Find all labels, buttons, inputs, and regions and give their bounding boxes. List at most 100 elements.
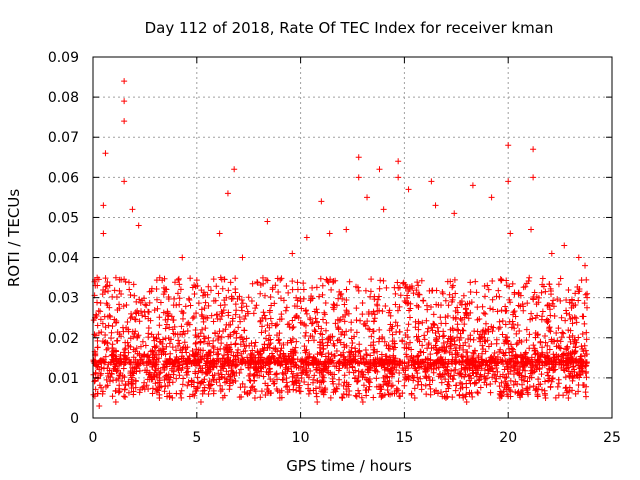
- data-point: [577, 358, 584, 365]
- data-point: [176, 301, 183, 308]
- data-point: [582, 291, 589, 298]
- data-point: [217, 274, 224, 281]
- data-point: [357, 353, 364, 360]
- data-point: [126, 286, 133, 293]
- data-point: [383, 284, 390, 291]
- data-point: [191, 291, 198, 298]
- data-point: [195, 300, 202, 307]
- data-point: [137, 343, 144, 350]
- data-point: [188, 381, 195, 388]
- data-point: [139, 384, 146, 391]
- data-point-outlier: [112, 398, 119, 405]
- data-point: [177, 286, 184, 293]
- data-point: [491, 350, 498, 357]
- data-point: [433, 301, 440, 308]
- data-point: [402, 299, 409, 306]
- data-point: [523, 337, 530, 344]
- data-point: [367, 293, 374, 300]
- data-point: [200, 338, 207, 345]
- data-point: [265, 388, 272, 395]
- data-point: [427, 391, 434, 398]
- data-point: [102, 383, 109, 390]
- data-point: [294, 313, 301, 320]
- data-point: [197, 330, 204, 337]
- data-point: [130, 281, 137, 288]
- data-point: [199, 313, 206, 320]
- data-point: [166, 379, 173, 386]
- data-point: [269, 286, 276, 293]
- data-point: [236, 370, 243, 377]
- data-point: [447, 340, 454, 347]
- data-point: [227, 279, 234, 286]
- data-point: [105, 322, 112, 329]
- data-point: [346, 278, 353, 285]
- data-point: [131, 330, 138, 337]
- data-point: [156, 377, 163, 384]
- data-point: [487, 389, 494, 396]
- data-point: [467, 279, 474, 286]
- data-point: [213, 379, 220, 386]
- data-point: [301, 378, 308, 385]
- data-point: [510, 309, 517, 316]
- data-point-outlier: [251, 394, 258, 401]
- data-point: [205, 334, 212, 341]
- data-point: [397, 292, 404, 299]
- data-point: [313, 357, 320, 364]
- data-point: [345, 391, 352, 398]
- data-point: [125, 342, 132, 349]
- data-point: [184, 321, 191, 328]
- data-point: [228, 293, 235, 300]
- data-point: [94, 390, 101, 397]
- data-point: [542, 339, 549, 346]
- data-point: [180, 344, 187, 351]
- data-point: [453, 382, 460, 389]
- data-point: [485, 286, 492, 293]
- data-point: [166, 390, 173, 397]
- data-point: [311, 372, 318, 379]
- data-point: [119, 378, 126, 385]
- data-point: [343, 328, 350, 335]
- data-point: [256, 372, 263, 379]
- data-point: [102, 353, 109, 360]
- data-point: [392, 290, 399, 297]
- data-point: [274, 387, 281, 394]
- data-point: [339, 295, 346, 302]
- data-point: [321, 358, 328, 365]
- data-point: [242, 347, 249, 354]
- y-axis-label: ROTI / TECUs: [5, 189, 23, 287]
- data-point: [539, 344, 546, 351]
- data-point: [215, 335, 222, 342]
- data-point: [262, 315, 269, 322]
- data-point: [109, 393, 116, 400]
- data-point: [204, 291, 211, 298]
- data-point: [438, 389, 445, 396]
- data-point: [104, 313, 111, 320]
- data-point: [214, 355, 221, 362]
- data-point: [560, 392, 567, 399]
- data-point: [178, 323, 185, 330]
- data-point: [316, 384, 323, 391]
- data-point: [385, 380, 392, 387]
- data-point: [283, 283, 290, 290]
- data-point: [118, 290, 125, 297]
- data-point: [548, 338, 555, 345]
- data-point: [479, 303, 486, 310]
- data-point: [252, 365, 259, 372]
- data-point: [434, 324, 441, 331]
- data-point: [232, 311, 239, 318]
- data-point: [186, 393, 193, 400]
- data-point: [95, 330, 102, 337]
- data-point: [566, 384, 573, 391]
- data-point: [569, 320, 576, 327]
- data-point: [273, 371, 280, 378]
- data-point: [407, 305, 414, 312]
- data-point: [260, 309, 267, 316]
- data-point: [90, 391, 97, 398]
- data-point: [230, 329, 237, 336]
- data-point: [317, 349, 324, 356]
- data-point: [360, 321, 367, 328]
- data-point: [191, 360, 198, 367]
- data-point: [296, 388, 303, 395]
- data-point: [539, 275, 546, 282]
- data-point: [345, 383, 352, 390]
